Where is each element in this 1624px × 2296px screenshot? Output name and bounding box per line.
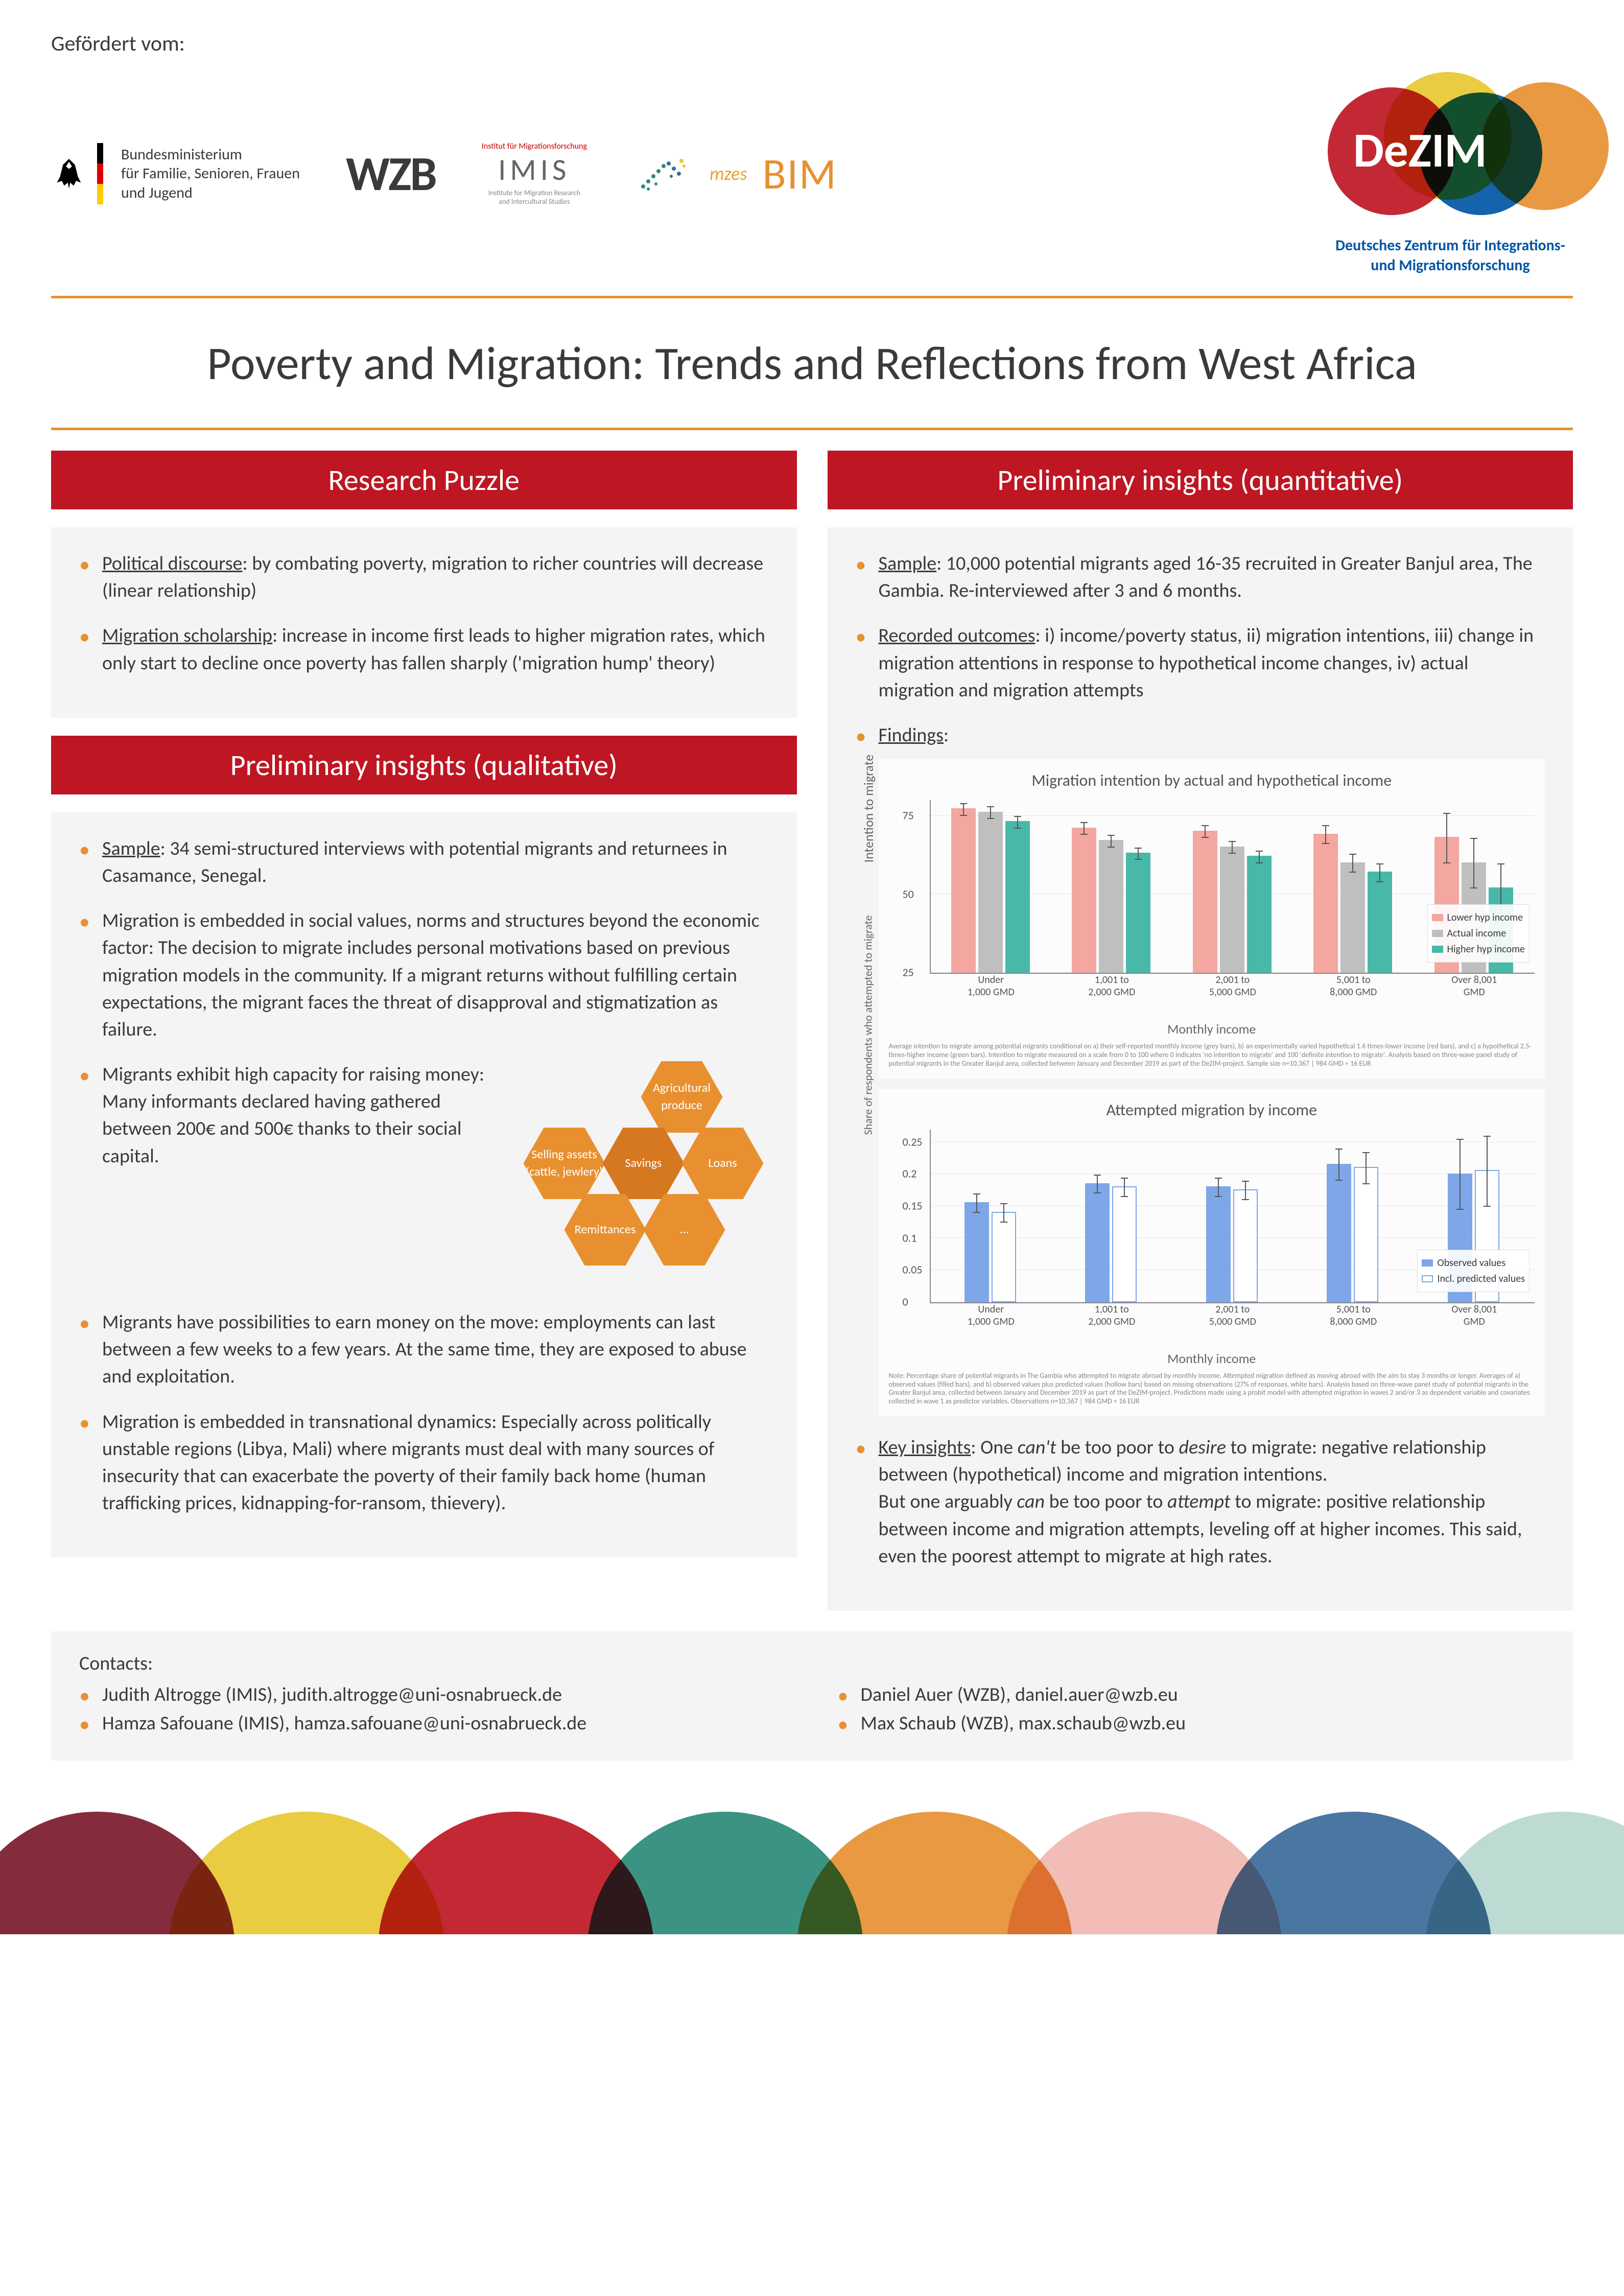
chart-intention: Migration intention by actual and hypoth… <box>879 759 1545 1079</box>
imis-logo: Institut für Migrationsforschung IMIS In… <box>482 142 587 206</box>
federal-eagle-icon <box>51 156 87 192</box>
logos-row: Bundesministerium für Familie, Senioren,… <box>51 72 1573 275</box>
bmfsfj-logo: Bundesministerium für Familie, Senioren,… <box>51 143 300 204</box>
contact-item: Max Schaub (WZB), max.schaub@wzb.eu <box>838 1712 1545 1735</box>
quantitative-header: Preliminary insights (quantitative) <box>828 451 1573 509</box>
title-rule-top <box>51 296 1573 298</box>
bar <box>964 1202 989 1302</box>
title-rule-bottom <box>51 428 1573 430</box>
hexagon-selling-assets-cattle-jewlery-: Selling assets (cattle, jewlery) <box>524 1128 605 1199</box>
bmfsfj-text: Bundesministerium für Familie, Senioren,… <box>121 145 300 203</box>
hexagon-diagram: Agricultural produce Selling assets (catt… <box>503 1061 769 1291</box>
bar <box>1206 1186 1231 1302</box>
bar <box>1247 856 1272 973</box>
bar <box>1313 834 1338 973</box>
hexagon-savings: Savings <box>603 1128 685 1199</box>
chart-legend: Observed valuesIncl. predicted values <box>1417 1250 1529 1292</box>
hexagon--: … <box>644 1194 725 1266</box>
research-puzzle-box: Political discourse: by combating povert… <box>51 527 797 718</box>
contact-item: Judith Altrogge (IMIS), judith.altrogge@… <box>79 1683 787 1706</box>
bar <box>1354 1167 1378 1302</box>
footer-decoration <box>0 1791 1624 1934</box>
bar <box>1233 1189 1258 1302</box>
bar <box>1340 862 1365 973</box>
bar <box>1327 1164 1351 1302</box>
hexagon-loans: Loans <box>682 1128 764 1199</box>
mzes-icon <box>633 151 694 197</box>
research-puzzle-header: Research Puzzle <box>51 451 797 509</box>
hexagon-agricultural-produce: Agricultural produce <box>641 1061 723 1133</box>
quantitative-box: Sample: 10,000 potential migrants aged 1… <box>828 527 1573 1611</box>
poster-title: Poverty and Migration: Trends and Reflec… <box>51 314 1573 412</box>
contacts-box: Contacts: Judith Altrogge (IMIS), judith… <box>51 1631 1573 1761</box>
qualitative-box: Sample: 34 semi-structured interviews wi… <box>51 812 797 1558</box>
right-column: Preliminary insights (quantitative) Samp… <box>828 451 1573 1611</box>
qualitative-header: Preliminary insights (qualitative) <box>51 736 797 794</box>
wzb-logo: WZB <box>346 144 436 203</box>
left-column: Research Puzzle Political discourse: by … <box>51 451 797 1611</box>
bar <box>1085 1183 1110 1302</box>
bar <box>1072 828 1096 973</box>
contact-item: Hamza Safouane (IMIS), hamza.safouane@un… <box>79 1712 787 1735</box>
bar <box>978 812 1003 973</box>
mzes-bim-logo: mzes BIM <box>633 147 837 200</box>
bar <box>1099 840 1123 973</box>
bar <box>1112 1186 1137 1302</box>
bar <box>951 808 976 972</box>
bar <box>992 1212 1016 1302</box>
bar <box>1220 847 1244 973</box>
chart-attempted: Attempted migration by income Share of r… <box>879 1089 1545 1416</box>
bar <box>1126 853 1150 973</box>
contact-item: Daniel Auer (WZB), daniel.auer@wzb.eu <box>838 1683 1545 1706</box>
chart-legend: Lower hyp incomeActual incomeHigher hyp … <box>1427 904 1530 963</box>
bar <box>1193 831 1217 973</box>
bar <box>1368 872 1392 973</box>
hexagon-remittances: Remittances <box>564 1194 646 1266</box>
bar <box>1005 821 1030 973</box>
dezim-logo: DeZIM Deutsches Zentrum für Integrations… <box>1328 72 1573 275</box>
funded-by-label: Gefördert vom: <box>51 31 1573 57</box>
